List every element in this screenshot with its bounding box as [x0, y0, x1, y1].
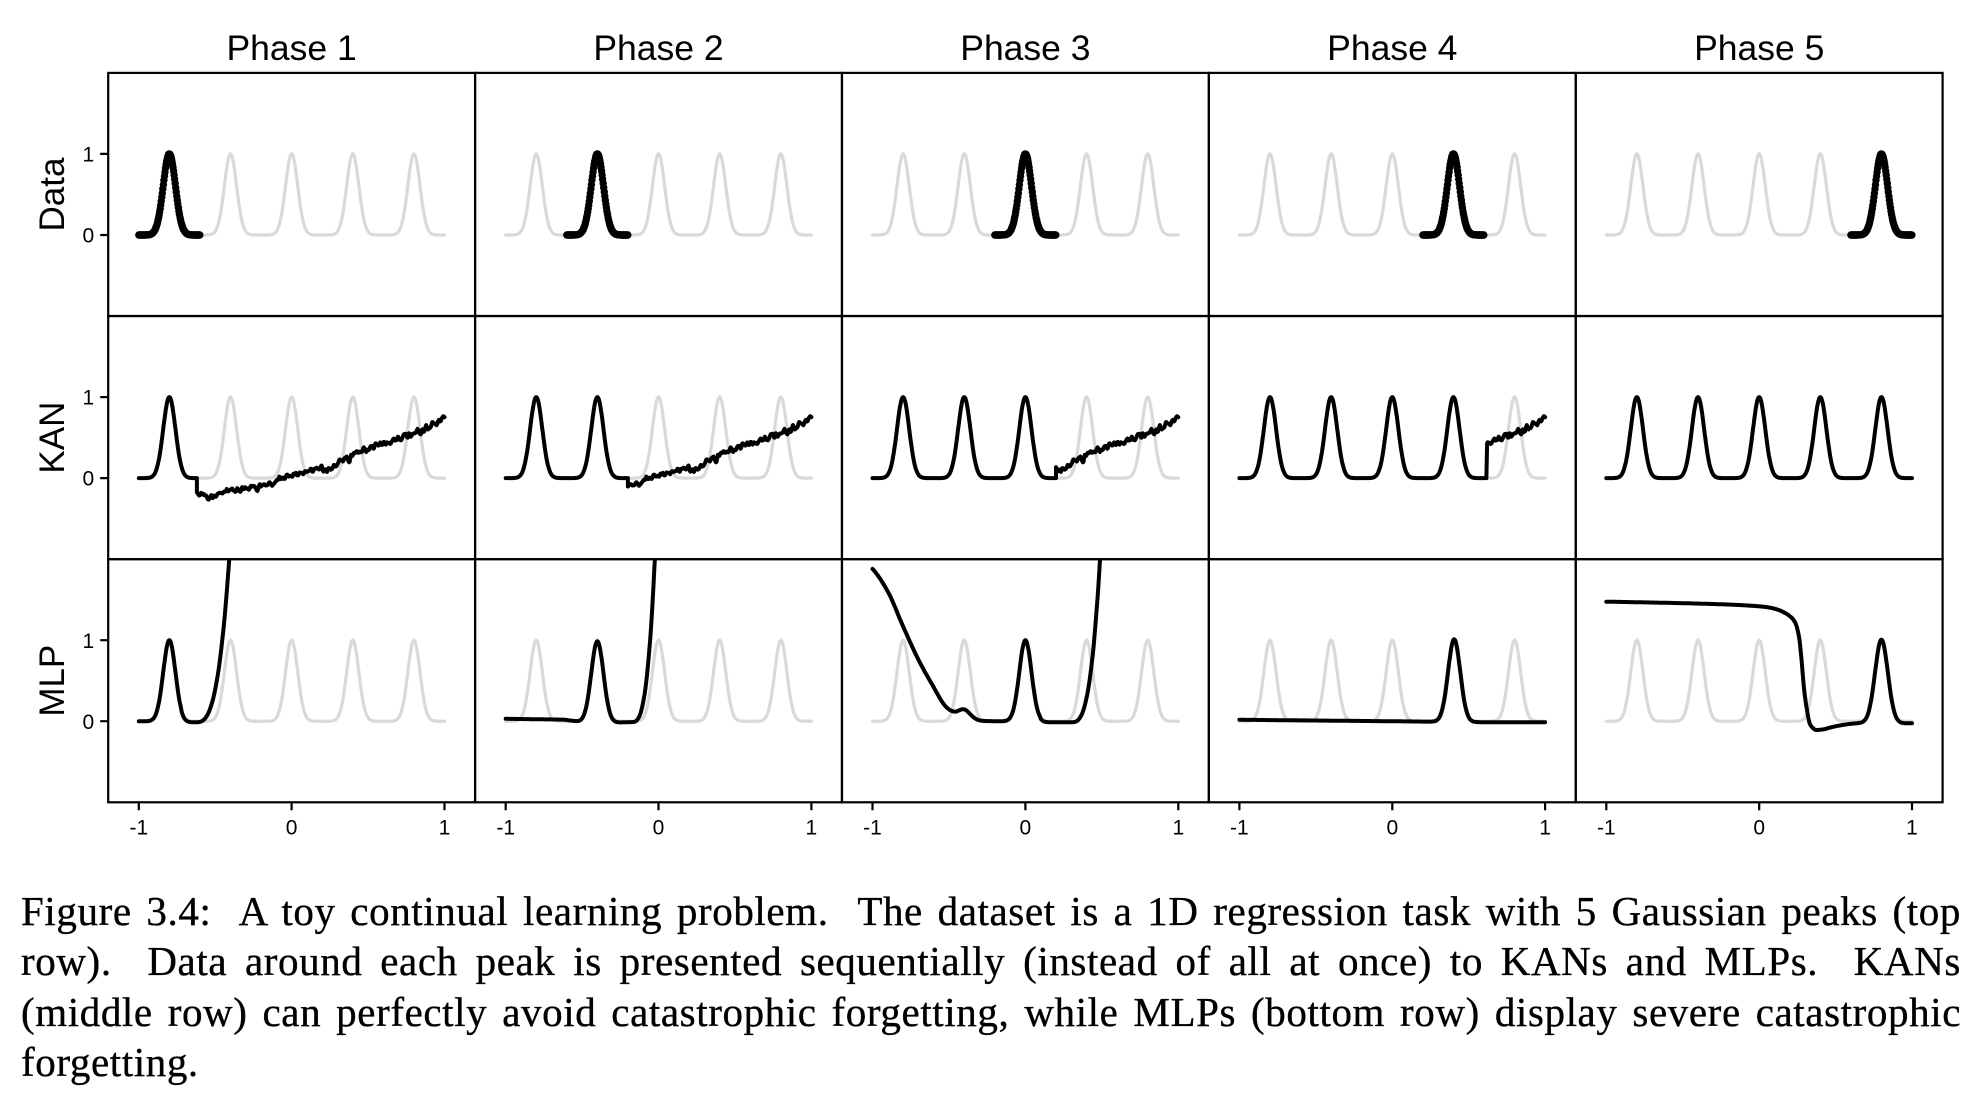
svg-text:0: 0	[1753, 816, 1765, 839]
svg-text:0: 0	[83, 711, 95, 734]
svg-text:0: 0	[653, 816, 665, 839]
svg-text:1: 1	[1539, 816, 1551, 839]
svg-text:Phase 4: Phase 4	[1327, 28, 1457, 68]
svg-text:-1: -1	[1597, 816, 1616, 839]
svg-text:Phase 1: Phase 1	[226, 28, 356, 68]
svg-text:1: 1	[1172, 816, 1184, 839]
svg-text:0: 0	[83, 225, 95, 248]
svg-text:MLP: MLP	[33, 645, 72, 717]
svg-text:0: 0	[1386, 816, 1398, 839]
svg-text:0: 0	[286, 816, 298, 839]
svg-text:-1: -1	[496, 816, 515, 839]
svg-text:1: 1	[806, 816, 818, 839]
svg-text:1: 1	[83, 630, 95, 653]
svg-text:KAN: KAN	[33, 402, 72, 474]
svg-text:1: 1	[83, 387, 95, 410]
svg-text:0: 0	[1020, 816, 1032, 839]
svg-text:1: 1	[83, 144, 95, 167]
svg-text:-1: -1	[129, 816, 148, 839]
svg-text:Phase 2: Phase 2	[593, 28, 723, 68]
svg-text:-1: -1	[863, 816, 882, 839]
svg-text:Data: Data	[33, 157, 72, 231]
svg-text:Phase 5: Phase 5	[1694, 28, 1824, 68]
svg-text:-1: -1	[1230, 816, 1249, 839]
svg-text:1: 1	[1906, 816, 1918, 839]
svg-text:Phase 3: Phase 3	[960, 28, 1090, 68]
svg-text:0: 0	[83, 468, 95, 491]
svg-text:1: 1	[439, 816, 451, 839]
